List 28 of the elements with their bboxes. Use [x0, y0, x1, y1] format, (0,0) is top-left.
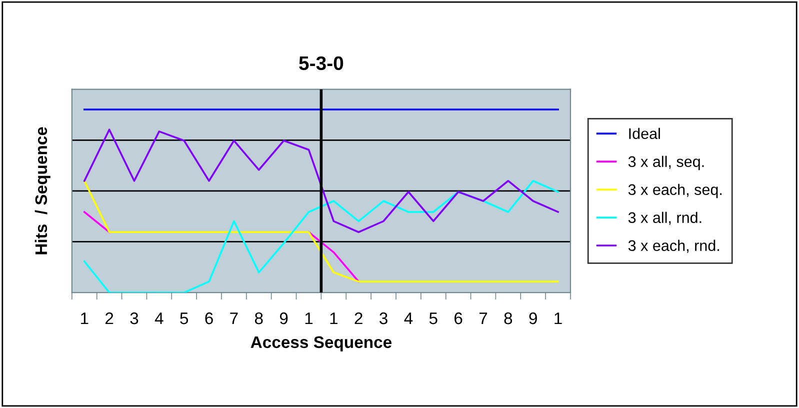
x-tick-label: 9 [280, 312, 288, 324]
legend-label: 3 x each, seq. [628, 184, 722, 198]
x-tick-label: 8 [504, 312, 512, 324]
legend-label: Ideal [629, 128, 660, 140]
x-tick-label: 5 [180, 312, 188, 324]
x-tick-label: 6 [454, 312, 462, 324]
x-tick-label: 4 [154, 312, 164, 324]
x-tick-label: 8 [254, 312, 263, 324]
x-tick-label: 2 [106, 312, 114, 324]
x-tick-label: 3 [380, 312, 388, 324]
x-axis-title: Access Sequence [250, 336, 392, 352]
x-tick-label: 3 [130, 312, 138, 324]
x-tick-label: 7 [230, 312, 238, 324]
chart-title: 5-3-0 [299, 56, 344, 70]
x-tick-label: 6 [205, 312, 213, 324]
legend-label: 3 x each, rnd. [628, 240, 719, 253]
x-tick-label: 2 [354, 312, 362, 324]
x-tick-label: 1 [81, 312, 88, 324]
x-tick-label: 7 [479, 312, 488, 324]
x-tick-label: 4 [404, 312, 413, 324]
x-tick-label: 1 [554, 312, 562, 324]
x-tick-label: 1 [305, 312, 313, 324]
legend-label: 3 x all, seq. [628, 156, 704, 170]
x-tick-label: 5 [429, 312, 438, 324]
legend-label: 3 x all, rnd. [628, 212, 702, 225]
x-tick-label: 9 [529, 312, 537, 324]
y-axis-title: Hits / Sequence [34, 127, 50, 254]
x-tick-label: 1 [330, 312, 338, 324]
